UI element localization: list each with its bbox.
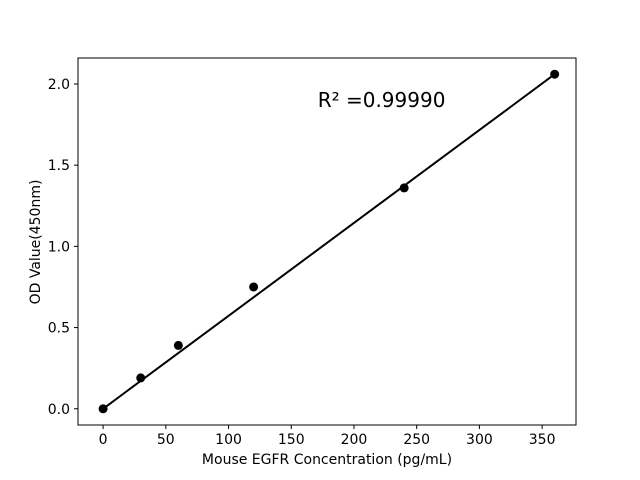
data-point [550,69,560,79]
fit-line [102,73,556,410]
x-tick-label: 250 [403,432,430,448]
plot-area-border [77,57,577,426]
x-tick-label: 50 [157,432,175,448]
x-axis-label: Mouse EGFR Concentration (pg/mL) [202,452,452,468]
x-tick-label: 200 [341,432,368,448]
y-axis-ticks: 0.0 0.5 1.0 1.5 2.0 [48,77,78,418]
y-tick-label: 1.0 [48,239,70,255]
x-tick-label: 0 [99,432,108,448]
data-series [98,69,560,414]
y-axis-label: OD Value(450nm) [28,180,44,305]
y-tick-label: 1.5 [48,158,70,174]
x-tick-label: 300 [466,432,493,448]
data-point [136,373,146,383]
x-axis-ticks: 0 50 100 150 200 250 300 350 [99,425,556,448]
y-tick-label: 0.5 [48,321,70,337]
y-tick-label: 0.0 [48,402,70,418]
data-point [399,183,409,193]
data-point [98,404,108,414]
x-tick-label: 350 [529,432,556,448]
data-point [249,282,259,292]
data-point [173,340,183,350]
x-tick-label: 100 [215,432,242,448]
y-tick-label: 2.0 [48,77,70,93]
x-tick-label: 150 [278,432,305,448]
r-squared-annotation: R² =0.99990 [318,88,446,112]
